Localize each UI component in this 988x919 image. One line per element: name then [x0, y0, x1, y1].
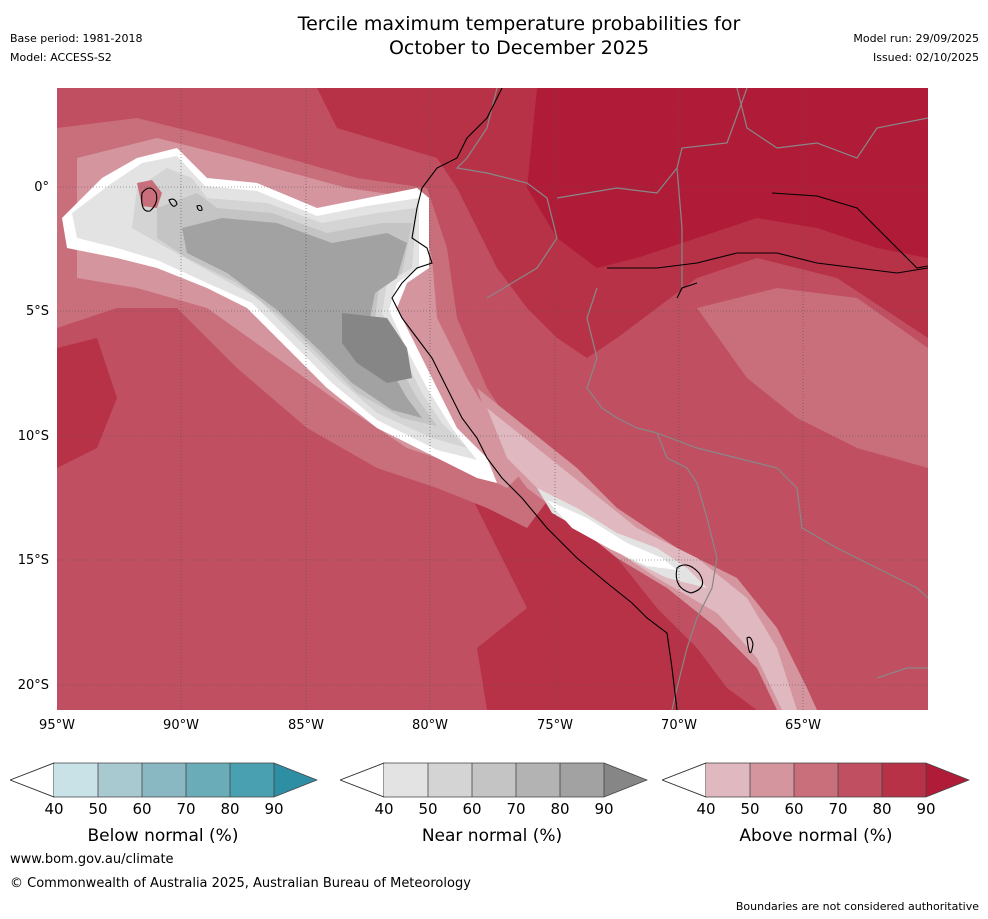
lat-label-10s: 10°S	[17, 429, 49, 444]
below-normal-tick-70: 70	[176, 800, 196, 818]
lon-label-65w: 65°W	[785, 718, 821, 733]
lon-label-80w: 80°W	[412, 718, 448, 733]
near-normal-swatch-80	[560, 763, 604, 797]
above-normal-swatch-50	[750, 763, 794, 797]
model-run-label: Model run: 29/09/2025	[853, 32, 979, 45]
copyright-text: © Commonwealth of Australia 2025, Austra…	[10, 876, 471, 891]
lon-label-95w: 95°W	[39, 718, 75, 733]
lon-label-90w: 90°W	[163, 718, 199, 733]
near-normal-colorbar	[340, 762, 648, 798]
below-normal-swatch-70	[186, 763, 230, 797]
near-normal-80-area	[182, 218, 422, 418]
near-normal-tick-70: 70	[506, 800, 526, 818]
lat-label-5s: 5°S	[25, 304, 49, 319]
below-normal-tick-40: 40	[44, 800, 64, 818]
near-normal-tick-80: 80	[550, 800, 570, 818]
above-normal-60-inland-band	[697, 288, 928, 468]
country-borders	[455, 88, 928, 710]
below-normal-swatch-under	[10, 762, 55, 798]
above-normal-swatch-under	[662, 762, 707, 798]
above-normal-tick-70: 70	[828, 800, 848, 818]
above-normal-tick-50: 50	[740, 800, 760, 818]
galapagos-above-normal-patch	[137, 180, 162, 208]
near-normal-white-strip	[547, 500, 677, 570]
above-normal-tick-80: 80	[872, 800, 892, 818]
lon-label-70w: 70°W	[661, 718, 697, 733]
graticule	[57, 88, 928, 710]
near-normal-swatch-under	[340, 762, 385, 798]
above-normal-swatch-70	[838, 763, 882, 797]
lon-label-85w: 85°W	[288, 718, 324, 733]
near-normal-tick-40: 40	[374, 800, 394, 818]
near-normal-swatch-50	[428, 763, 472, 797]
below-normal-swatch-80	[230, 763, 274, 797]
above-normal-title: Above normal (%)	[739, 826, 893, 846]
near-normal-title: Near normal (%)	[421, 826, 563, 846]
near-normal-swatch-60	[472, 763, 516, 797]
above-normal-tick-40: 40	[696, 800, 716, 818]
near-normal-swatch-70	[516, 763, 560, 797]
below-normal-title: Below normal (%)	[87, 826, 239, 846]
lat-label-20s: 20°S	[17, 678, 49, 693]
legend-row: 40 50 60 70 80 90 Below normal (%) 40 50…	[0, 760, 988, 852]
lat-label-0: 0°	[34, 180, 49, 195]
title-line-2: October to December 2025	[388, 37, 650, 59]
probability-map	[57, 88, 928, 710]
below-normal-tick-90: 90	[264, 800, 284, 818]
map-title: Tercile maximum temperature probabilitie…	[244, 12, 794, 60]
below-normal-swatch-over	[274, 763, 317, 797]
above-normal-swatch-40	[706, 763, 750, 797]
above-normal-tick-90: 90	[916, 800, 936, 818]
below-normal-tick-60: 60	[132, 800, 152, 818]
near-normal-tick-90: 90	[594, 800, 614, 818]
above-normal-swatch-60	[794, 763, 838, 797]
below-normal-swatch-60	[142, 763, 186, 797]
near-normal-swatch-over	[604, 763, 647, 797]
above-normal-90-area	[527, 88, 928, 268]
coastline	[141, 88, 928, 710]
above-normal-colorbar	[662, 762, 970, 798]
below-normal-tick-50: 50	[88, 800, 108, 818]
model-label: Model: ACCESS-S2	[10, 51, 112, 64]
near-normal-swatch-40	[384, 763, 428, 797]
issued-label: Issued: 02/10/2025	[872, 51, 979, 64]
above-normal-swatch-80	[882, 763, 926, 797]
title-line-1: Tercile maximum temperature probabilitie…	[297, 13, 741, 35]
above-normal-tick-60: 60	[784, 800, 804, 818]
below-normal-colorbar	[10, 762, 318, 798]
lon-label-75w: 75°W	[537, 718, 573, 733]
above-normal-swatch-over	[926, 763, 969, 797]
below-normal-swatch-50	[98, 763, 142, 797]
website-link[interactable]: www.bom.gov.au/climate	[10, 852, 174, 867]
disclaimer-text: Boundaries are not considered authoritat…	[735, 900, 979, 913]
below-normal-tick-80: 80	[220, 800, 240, 818]
lat-label-15s: 15°S	[17, 553, 49, 568]
near-normal-90-area	[342, 313, 412, 383]
below-normal-swatch-40	[54, 763, 98, 797]
near-normal-tick-60: 60	[462, 800, 482, 818]
near-normal-tick-50: 50	[418, 800, 438, 818]
above-normal-80-west-area	[57, 338, 117, 468]
base-period-label: Base period: 1981-2018	[10, 32, 143, 45]
